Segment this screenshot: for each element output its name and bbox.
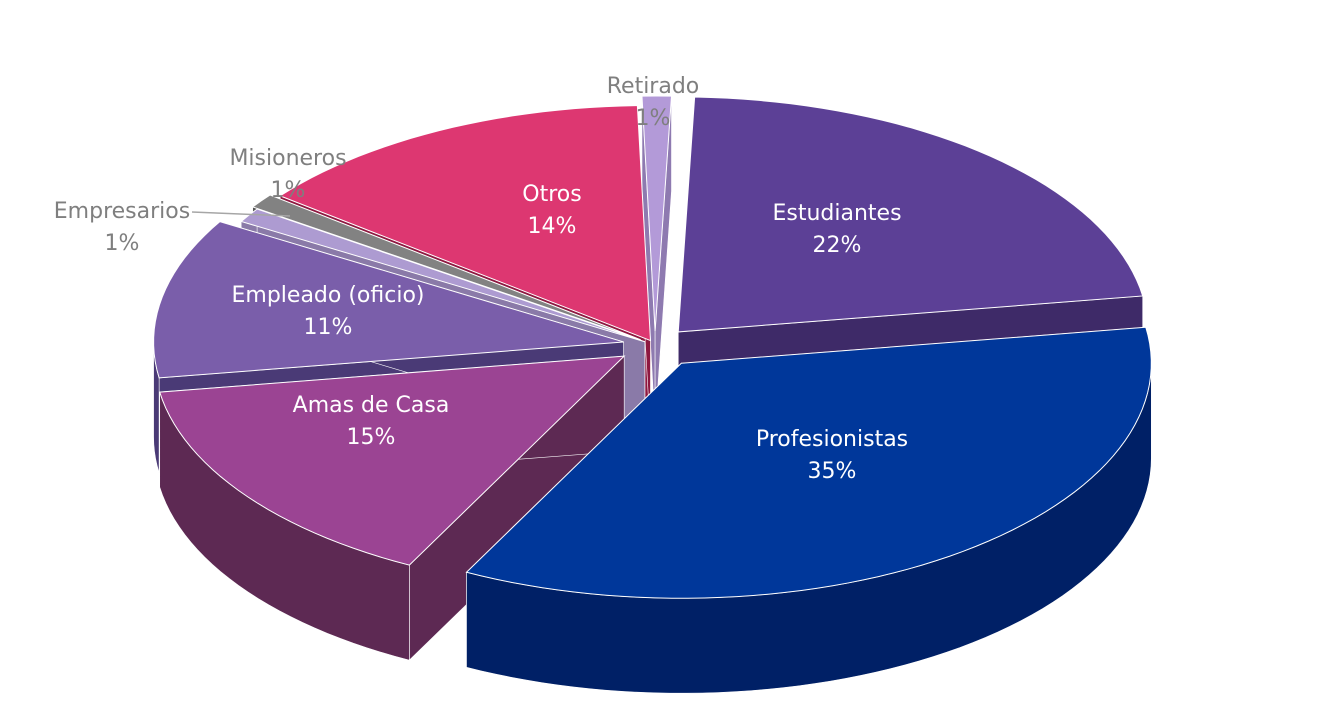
slice-label-profesionistas: Profesionistas [756,427,908,452]
slice-retirado [641,95,673,332]
slice-otros [279,105,652,342]
slice-pct-misioneros: 1% [271,178,306,203]
slice-pct-estudiantes: 22% [813,233,862,258]
slice-empresarios [240,208,646,343]
slice-pct-amas-de-casa: 15% [347,425,396,450]
slice-label-empleado-oficio: Empleado (oficio) [232,283,425,308]
slice-tops-layer [153,95,1152,599]
slice-pct-retirado: 1% [636,106,671,131]
slice-estudiantes [677,96,1144,333]
slice-pct-empleado-oficio: 11% [304,315,353,340]
slice-profesionistas [465,326,1152,599]
leader-lines-layer [191,211,291,217]
labels-layer: Estudiantes 22% Profesionistas 35% Amas de C… [54,74,908,484]
leader-line-empresarios [191,211,291,217]
slice-label-retirado: Retirado [607,74,700,99]
slice-label-otros: Otros [522,182,581,207]
slice-pct-otros: 14% [528,214,577,239]
slice-label-amas-de-casa: Amas de Casa [293,393,450,418]
slice-pct-profesionistas: 35% [808,459,857,484]
slice-amas-de-casa [159,355,626,566]
slice-pct-empresarios: 1% [105,231,140,256]
slice-label-empresarios: Empresarios [54,199,190,224]
slice-misioneros [251,194,641,341]
slice-label-estudiantes: Estudiantes [772,201,901,226]
slice-label-misioneros: Misioneros [229,146,346,171]
slice-empleado-oficio [153,221,624,379]
